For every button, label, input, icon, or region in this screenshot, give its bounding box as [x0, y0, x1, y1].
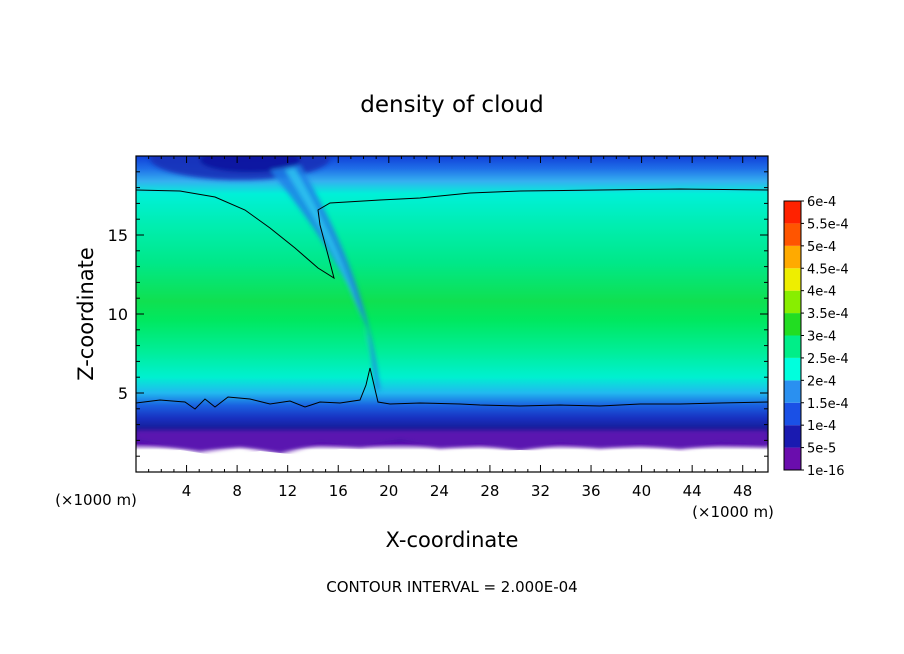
- x-tick-label: 48: [733, 482, 752, 500]
- field-blank-base: [136, 449, 768, 472]
- x-tick-label: 16: [329, 482, 348, 500]
- colorbar-label: 2e-4: [807, 374, 836, 389]
- colorbar-swatch: [784, 402, 801, 426]
- x-tick-label: 36: [581, 482, 600, 500]
- contour-interval-note: CONTOUR INTERVAL = 2.000E-04: [326, 578, 577, 596]
- x-tick-label: 28: [480, 482, 499, 500]
- colorbar-label: 2.5e-4: [807, 352, 849, 367]
- colorbar-swatch: [784, 335, 801, 358]
- x-tick-label: 12: [278, 482, 297, 500]
- x-unit-left: (×1000 m): [55, 491, 137, 509]
- field-base-band: [136, 430, 768, 454]
- colorbar-swatch: [784, 268, 801, 291]
- x-tick-label: 24: [430, 482, 449, 500]
- colorbar-swatch: [784, 380, 801, 403]
- colorbar-label: 3.5e-4: [807, 307, 849, 322]
- colorbar-swatch: [784, 447, 801, 470]
- x-tick-label: 40: [632, 482, 651, 500]
- colorbar-label: 3e-4: [807, 330, 836, 345]
- y-tick-label: 15: [108, 226, 128, 245]
- y-axis: 5 10 15: [108, 171, 768, 457]
- x-axis-label: X-coordinate: [386, 528, 519, 552]
- colorbar-swatch: [784, 223, 801, 246]
- y-tick-label: 10: [108, 305, 128, 324]
- colorbar-label: 5.5e-4: [807, 217, 849, 232]
- plot-area: [136, 156, 768, 472]
- contour-upper: [136, 188, 768, 280]
- x-unit-right: (×1000 m): [692, 503, 774, 521]
- colorbar-label: 6e-4: [807, 195, 836, 210]
- colorbar: 1e-16 5e-5 1e-4 1.5e-4 2e-4 2.5e-4 3e-4 3.5e-4 4…: [783, 195, 849, 479]
- colorbar-swatch: [784, 290, 801, 314]
- colorbar-swatch: [784, 201, 801, 224]
- x-axis: 4 8 12 16 20 24 28 32 36 40 44 48: [148, 156, 756, 500]
- x-tick-label: 32: [531, 482, 550, 500]
- colorbar-swatch: [784, 313, 801, 336]
- field-low-core: [200, 156, 300, 172]
- y-axis-label: Z-coordinate: [74, 247, 98, 381]
- x-tick-label: 8: [232, 482, 242, 500]
- x-tick-label: 4: [182, 482, 192, 500]
- colorbar-label: 5e-4: [807, 240, 836, 255]
- colorbar-label: 1e-4: [807, 419, 836, 434]
- colorbar-label: 5e-5: [807, 442, 836, 457]
- chart-title: density of cloud: [360, 92, 543, 118]
- colorbar-swatch: [784, 425, 801, 448]
- colorbar-label: 4e-4: [807, 285, 836, 300]
- y-tick-label: 5: [118, 384, 128, 403]
- colorbar-swatch: [784, 245, 801, 269]
- x-tick-label: 20: [379, 482, 398, 500]
- x-tick-label: 44: [683, 482, 702, 500]
- colorbar-swatch: [784, 357, 801, 381]
- colorbar-label: 1.5e-4: [807, 397, 849, 412]
- contour-lower: [136, 367, 768, 410]
- colorbar-label: 1e-16: [807, 464, 845, 479]
- colorbar-label: 4.5e-4: [807, 262, 849, 277]
